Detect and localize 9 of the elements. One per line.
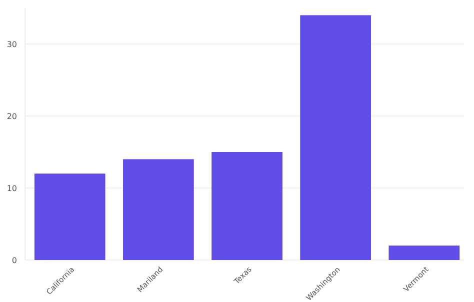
y-tick-label: 0 bbox=[12, 256, 17, 265]
bar bbox=[300, 15, 371, 260]
bar bbox=[212, 152, 282, 260]
y-tick-label: 20 bbox=[6, 112, 17, 121]
bar bbox=[123, 159, 194, 260]
bar bbox=[388, 246, 460, 260]
bar bbox=[34, 174, 106, 260]
y-tick-label: 10 bbox=[6, 184, 17, 193]
y-tick-label: 30 bbox=[6, 40, 17, 49]
